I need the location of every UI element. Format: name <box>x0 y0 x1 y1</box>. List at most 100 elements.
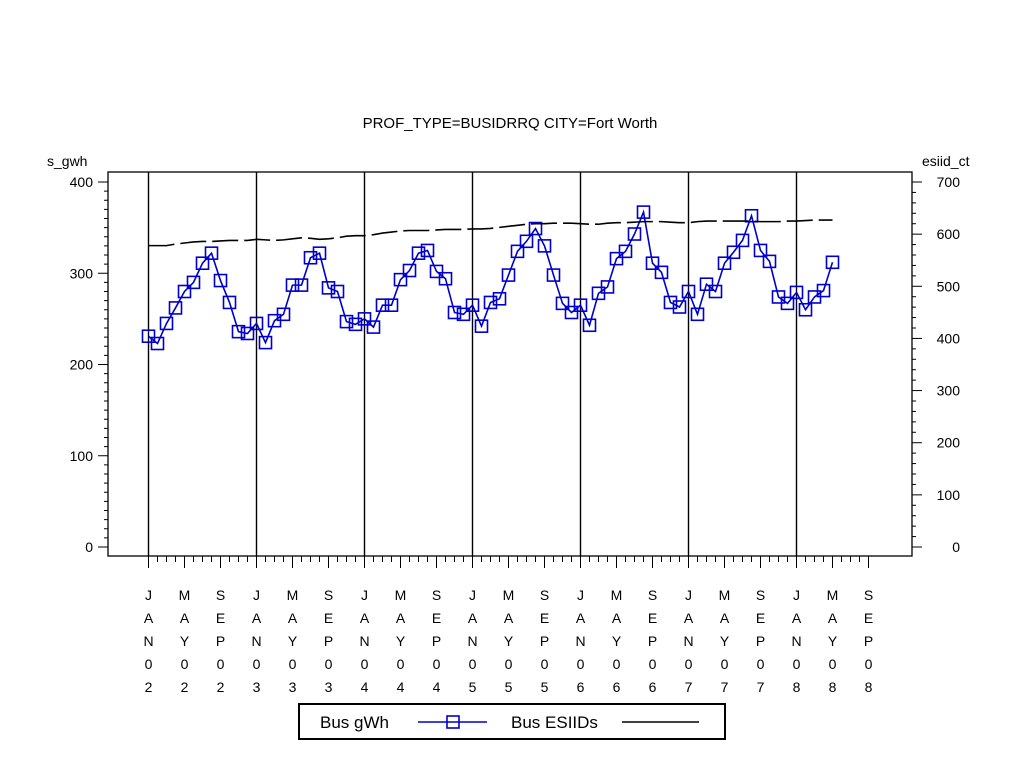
data-point-bus-gwh <box>366 320 381 334</box>
data-point-bus-gwh <box>186 275 201 290</box>
data-point-bus-gwh <box>825 255 840 270</box>
data-point-bus-gwh <box>456 307 471 322</box>
data-point-bus-gwh <box>654 265 669 280</box>
y-left-tick-label: 400 <box>70 174 94 190</box>
y-right-tick-label: 300 <box>937 383 961 399</box>
y-axis-left: 0 100 200 300 400 <box>70 174 108 555</box>
y-right-tick-label: 500 <box>937 278 961 294</box>
data-point-bus-gwh <box>411 246 426 260</box>
data-point-bus-gwh <box>636 205 651 219</box>
data-point-bus-gwh <box>303 250 318 265</box>
data-point-bus-gwh <box>375 298 390 312</box>
y-left-tick-label: 200 <box>70 357 94 373</box>
data-point-bus-gwh <box>447 305 462 320</box>
data-point-bus-gwh <box>645 256 660 271</box>
x-axis: J A N 0 2 M A Y 0 2 S E P 0 2 J A N 0 3 M A Y 0 3 S E P 0 3 J A N 0 4 M A Y 0 4… <box>143 556 873 695</box>
data-point-bus-gwh <box>276 307 291 322</box>
data-point-bus-gwh <box>429 264 444 279</box>
chart-title: PROF_TYPE=BUSIDRRQ CITY=Fort Worth <box>363 115 658 132</box>
y-right-tick-label: 200 <box>937 435 961 451</box>
data-point-bus-gwh <box>609 251 624 266</box>
data-point-bus-gwh <box>393 272 408 287</box>
legend-marker-bus-gwh <box>446 715 460 729</box>
data-point-bus-gwh <box>321 281 336 295</box>
data-point-bus-gwh <box>816 283 831 298</box>
data-point-bus-gwh <box>339 314 354 329</box>
data-point-bus-gwh <box>231 324 246 339</box>
data-point-bus-gwh <box>420 243 435 258</box>
y-right-tick-label: 400 <box>937 330 961 346</box>
data-point-bus-gwh <box>384 298 399 312</box>
data-point-bus-gwh <box>177 284 192 299</box>
data-point-bus-gwh <box>141 329 156 344</box>
y-right-tick-label: 100 <box>937 487 961 503</box>
data-point-bus-gwh <box>402 263 417 278</box>
data-point-bus-gwh <box>582 318 597 333</box>
data-point-bus-gwh <box>492 291 507 306</box>
data-point-bus-gwh <box>690 307 705 322</box>
data-point-bus-gwh <box>510 244 525 259</box>
data-point-bus-gwh <box>474 319 489 333</box>
y-right-tick-label: 0 <box>952 539 960 555</box>
legend-label-bus-gwh: Bus gWh <box>320 713 389 732</box>
data-point-bus-gwh <box>735 233 750 248</box>
data-point-bus-gwh <box>330 284 345 299</box>
plot-area-frame <box>107 171 913 557</box>
data-point-bus-gwh <box>438 271 453 286</box>
y-left-tick-label: 300 <box>70 265 94 281</box>
data-point-bus-gwh <box>537 239 552 253</box>
y-axis-right: 0 100 200 300 400 500 600 700 <box>912 174 960 555</box>
data-point-bus-gwh <box>708 284 723 299</box>
data-point-bus-gwh <box>717 256 732 271</box>
data-point-bus-gwh <box>762 254 777 269</box>
data-point-bus-gwh <box>204 246 219 260</box>
data-point-bus-gwh <box>726 245 741 260</box>
data-point-bus-gwh <box>357 312 372 326</box>
data-point-bus-gwh <box>294 278 309 292</box>
data-point-bus-gwh <box>159 316 174 331</box>
data-point-bus-gwh <box>249 316 264 331</box>
data-point-bus-gwh <box>681 284 696 299</box>
data-point-bus-gwh <box>312 246 327 260</box>
y-right-tick-label: 700 <box>937 174 961 190</box>
data-point-bus-gwh <box>501 268 516 282</box>
data-point-bus-gwh <box>546 268 561 282</box>
data-point-bus-gwh <box>258 335 273 350</box>
data-point-bus-gwh <box>618 244 633 259</box>
data-point-bus-gwh <box>663 295 678 310</box>
data-point-bus-gwh <box>195 256 210 271</box>
data-point-bus-gwh <box>213 273 228 288</box>
data-point-bus-gwh <box>627 227 642 241</box>
data-point-bus-gwh <box>555 296 570 311</box>
legend: Bus gWh Bus ESIIDs <box>298 703 726 740</box>
data-point-bus-gwh <box>564 305 579 320</box>
data-point-bus-gwh <box>285 278 300 292</box>
series-layer <box>141 205 840 351</box>
data-point-bus-gwh <box>528 221 543 236</box>
data-point-bus-gwh <box>789 285 804 300</box>
y-axis-left-label: s_gwh <box>47 153 87 169</box>
data-point-bus-gwh <box>168 301 183 315</box>
y-axis-right-label: esiid_ct <box>922 153 970 169</box>
series-line-bus-esiids <box>148 219 833 247</box>
